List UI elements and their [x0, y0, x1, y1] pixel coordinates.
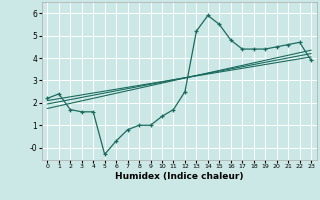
X-axis label: Humidex (Indice chaleur): Humidex (Indice chaleur): [115, 172, 244, 181]
